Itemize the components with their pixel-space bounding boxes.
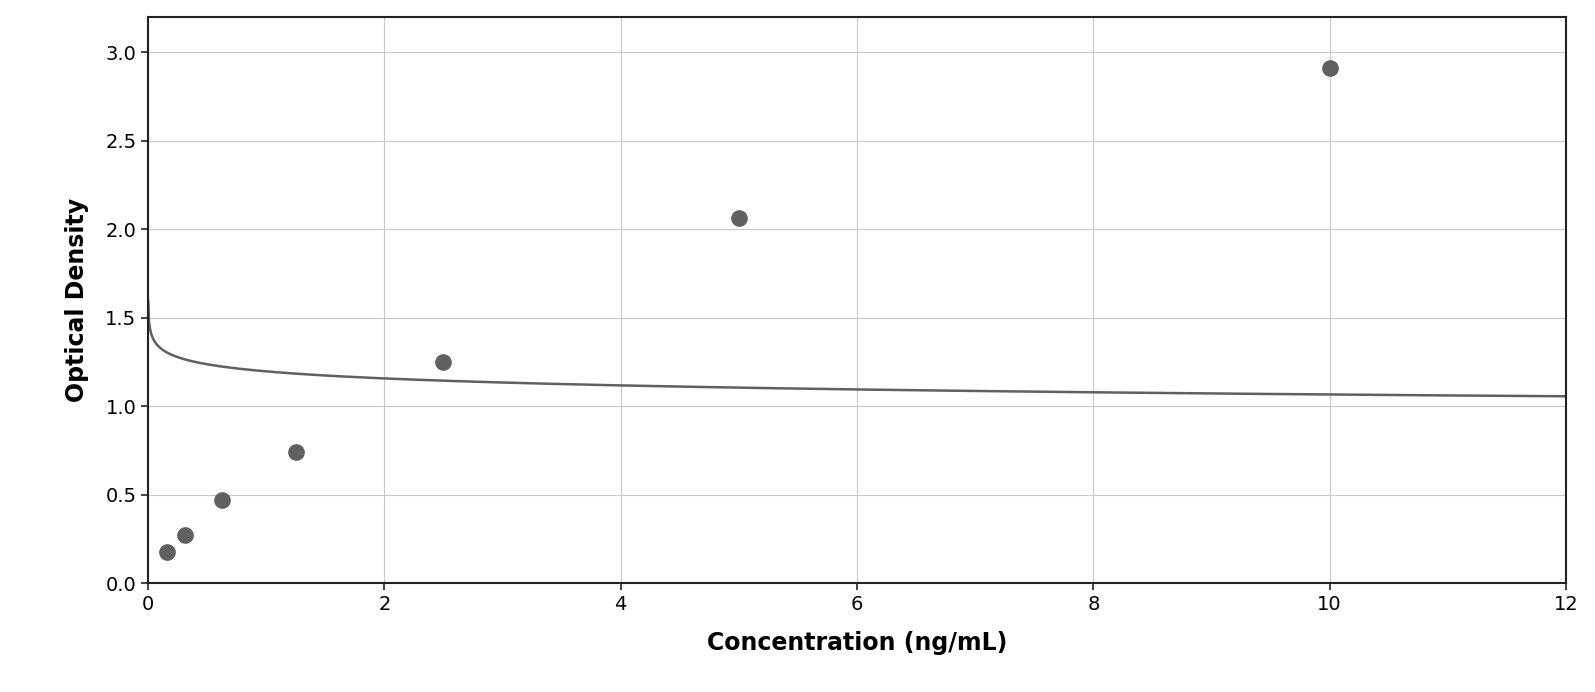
Y-axis label: Optical Density: Optical Density — [64, 198, 88, 402]
Point — [1317, 62, 1343, 73]
X-axis label: Concentration (ng/mL): Concentration (ng/mL) — [707, 630, 1006, 655]
Point — [153, 547, 179, 558]
Point — [172, 530, 198, 541]
Point — [209, 494, 234, 505]
Point — [431, 356, 456, 367]
Point — [726, 213, 751, 224]
Point — [282, 446, 308, 457]
